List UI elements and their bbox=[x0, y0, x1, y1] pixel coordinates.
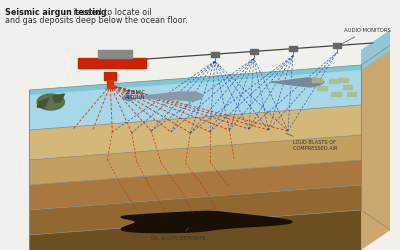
Polygon shape bbox=[289, 46, 297, 51]
Polygon shape bbox=[98, 50, 132, 58]
Polygon shape bbox=[29, 185, 361, 235]
Polygon shape bbox=[331, 92, 341, 96]
Polygon shape bbox=[29, 135, 361, 185]
Text: OIL & GAS DEPOSITS: OIL & GAS DEPOSITS bbox=[151, 228, 206, 241]
Polygon shape bbox=[339, 78, 348, 82]
Polygon shape bbox=[333, 43, 341, 48]
Polygon shape bbox=[29, 65, 361, 95]
Polygon shape bbox=[29, 65, 361, 160]
Polygon shape bbox=[121, 211, 292, 233]
Polygon shape bbox=[346, 92, 356, 96]
Polygon shape bbox=[122, 94, 135, 101]
Polygon shape bbox=[37, 98, 49, 108]
Polygon shape bbox=[329, 79, 339, 83]
Polygon shape bbox=[53, 94, 64, 102]
Text: AUDIO MONITORS: AUDIO MONITORS bbox=[340, 28, 390, 45]
Polygon shape bbox=[29, 210, 361, 250]
Text: is used to locate oil: is used to locate oil bbox=[71, 8, 152, 17]
Polygon shape bbox=[78, 58, 146, 68]
Polygon shape bbox=[29, 160, 361, 210]
Polygon shape bbox=[37, 94, 64, 110]
Polygon shape bbox=[107, 80, 113, 88]
Polygon shape bbox=[132, 92, 203, 101]
Polygon shape bbox=[271, 78, 324, 87]
Polygon shape bbox=[312, 78, 322, 82]
Text: Seismic airgun testing: Seismic airgun testing bbox=[5, 8, 106, 17]
Polygon shape bbox=[211, 52, 219, 57]
Text: and gas deposits deep below the ocean floor.: and gas deposits deep below the ocean fl… bbox=[5, 16, 188, 25]
Polygon shape bbox=[343, 85, 352, 89]
Polygon shape bbox=[104, 72, 116, 80]
Polygon shape bbox=[29, 105, 361, 160]
Polygon shape bbox=[250, 49, 258, 54]
Polygon shape bbox=[317, 86, 327, 90]
Text: LOUD BLASTS OF
COMPRESSED AIR: LOUD BLASTS OF COMPRESSED AIR bbox=[286, 133, 338, 151]
Polygon shape bbox=[361, 30, 390, 70]
Polygon shape bbox=[361, 30, 390, 250]
Text: SEISMIC
AIRGUN: SEISMIC AIRGUN bbox=[113, 85, 146, 100]
